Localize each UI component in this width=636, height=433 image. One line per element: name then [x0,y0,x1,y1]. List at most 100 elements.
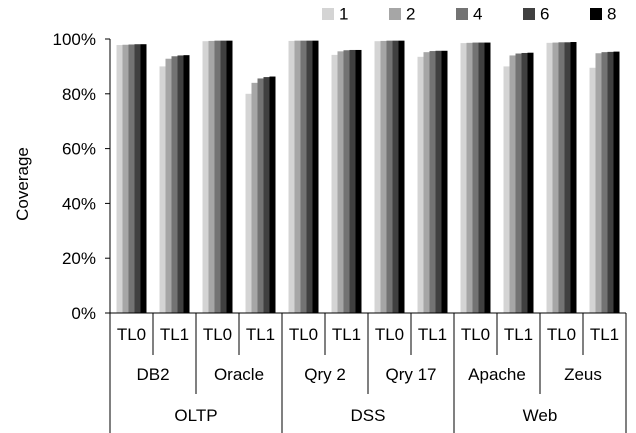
bar-tl0-series-6 [134,44,141,314]
x-workload-label: Oracle [214,365,264,384]
legend-label-1: 1 [339,5,348,24]
bar-tl1-series-1 [503,66,510,314]
legend-swatch-6 [523,8,535,20]
y-axis-title: Coverage [13,147,32,221]
x-category-label: TL0 [203,325,232,344]
bar-tl0-series-8 [570,42,577,313]
bar-tl1-series-8 [441,50,448,313]
bar-tl0-series-1 [288,40,295,313]
x-category-label: TL0 [117,325,146,344]
bar-tl0-series-8 [312,40,319,313]
bar-tl1-series-1 [417,56,424,314]
bar-tl0-series-8 [226,40,233,313]
bar-tl0-series-1 [374,41,381,313]
bar-tl1-series-8 [355,49,362,314]
x-workload-label: Qry 17 [385,365,436,384]
y-tick-label: 100% [53,30,96,49]
bar-tl1-series-2 [337,51,344,314]
x-workload-label: Apache [468,365,526,384]
bar-tl0-series-2 [122,44,129,314]
bar-tl0-series-4 [386,40,393,313]
bar-tl1-series-6 [607,51,614,314]
bar-tl1-series-8 [527,52,534,313]
bar-tl1-series-4 [601,52,608,313]
x-workload-label: Zeus [564,365,602,384]
bar-tl0-series-2 [294,40,301,313]
bar-tl0-series-6 [478,42,485,313]
y-tick-label: 80% [62,85,96,104]
bar-tl1-series-6 [521,52,528,313]
bar-tl0-series-4 [214,40,221,313]
x-axis-labels: TL0 TL1 TL0 TL1 TL0 TL1 TL0 TL1 TL0 TL1 TL0 TL1 DB2 O… [117,325,619,425]
bar-tl0-series-1 [546,42,553,313]
bar-tl1-series-4 [171,56,178,314]
y-tick-label: 0% [71,304,96,323]
bar-tl0-series-8 [398,40,405,313]
x-category-label: TL1 [418,325,447,344]
legend-swatch-1 [322,8,334,20]
bar-tl1-series-4 [515,53,522,313]
x-category-label: TL0 [461,325,490,344]
x-group-label: Web [523,406,558,425]
bar-tl0-series-2 [208,40,215,313]
bar-tl0-series-2 [552,42,559,313]
bar-tl0-series-2 [380,40,387,313]
bar-tl1-series-4 [257,78,264,314]
bar-tl0-series-4 [128,44,135,313]
bar-tl0-series-4 [558,42,565,314]
x-workload-label: DB2 [136,365,169,384]
bar-tl1-series-2 [595,53,602,314]
bar-tl1-series-6 [349,49,356,314]
bar-tl1-series-4 [343,50,350,313]
legend-label-4: 4 [473,5,482,24]
x-workload-label: Qry 2 [304,365,346,384]
bar-tl1-series-2 [509,55,516,313]
y-tick-label: 20% [62,249,96,268]
x-category-label: TL0 [547,325,576,344]
bar-tl1-series-4 [429,51,436,313]
x-group-label: OLTP [174,406,217,425]
axes [109,39,627,433]
bar-tl0-series-8 [484,42,491,313]
bar-tl1-series-2 [423,52,430,313]
bar-tl1-series-6 [263,77,270,313]
x-category-label: TL1 [332,325,361,344]
y-tick-label: 40% [62,194,96,213]
bar-tl0-series-6 [306,40,313,313]
legend-swatch-2 [389,8,401,20]
bar-tl0-series-2 [466,42,473,313]
bar-tl1-series-2 [251,82,258,313]
legend: 1 2 4 6 8 [322,5,616,24]
legend-swatch-8 [590,8,602,20]
bar-tl0-series-6 [564,42,571,314]
x-category-label: TL1 [160,325,189,344]
bar-tl0-series-6 [220,40,227,313]
legend-label-8: 8 [607,5,616,24]
legend-swatch-4 [456,8,468,20]
x-group-label: DSS [351,406,386,425]
bar-tl1-series-2 [165,58,172,314]
bar-tl1-series-1 [331,54,338,313]
y-axis-ticks: 0% 20% 40% 60% 80% 100% [53,30,110,323]
bar-tl1-series-8 [613,51,620,313]
x-category-label: TL1 [590,325,619,344]
bar-tl1-series-1 [589,67,596,314]
bar-tl0-series-4 [300,40,307,313]
bar-tl1-series-1 [159,66,166,314]
bar-tl0-series-1 [116,45,123,313]
x-category-label: TL1 [504,325,533,344]
bar-tl1-series-6 [177,55,184,313]
x-category-label: TL0 [289,325,318,344]
bar-tl0-series-1 [202,41,209,313]
bar-tl1-series-8 [183,55,190,313]
bars [116,40,620,314]
bar-tl0-series-1 [460,43,467,314]
y-tick-label: 60% [62,140,96,159]
bar-tl1-series-1 [245,93,252,313]
bar-tl1-series-6 [435,50,442,313]
bar-tl1-series-8 [269,76,276,314]
bar-tl0-series-8 [140,44,147,314]
legend-label-6: 6 [540,5,549,24]
legend-label-2: 2 [406,5,415,24]
